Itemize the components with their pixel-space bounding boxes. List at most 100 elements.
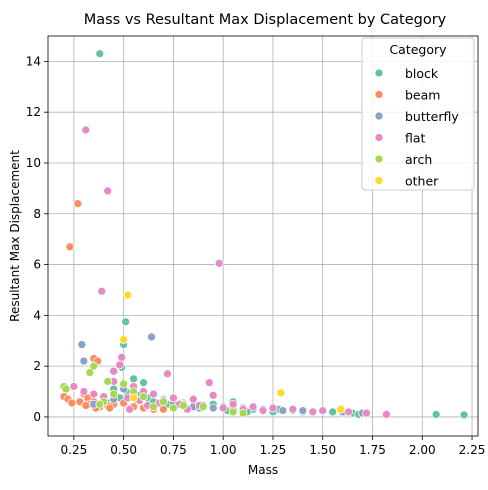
data-point-beam (65, 242, 75, 252)
legend-label-flat: flat (405, 131, 426, 146)
data-point-flat (258, 406, 268, 415)
data-points (59, 49, 469, 420)
y-tick-label: 0 (33, 410, 41, 424)
x-tick-label: 1.75 (359, 443, 386, 457)
data-point-arch (159, 397, 168, 407)
legend-marker-other (374, 176, 384, 185)
series-other (119, 290, 345, 414)
data-point-flat (117, 352, 127, 362)
x-tick-label: 1.50 (309, 443, 336, 457)
data-point-arch (139, 392, 148, 401)
y-axis-label: Resultant Max Displacement (8, 150, 22, 322)
data-point-flat (344, 407, 353, 417)
y-tick-label: 8 (33, 207, 41, 221)
data-point-block (129, 374, 138, 384)
data-point-block (431, 410, 441, 419)
data-point-flat (109, 366, 119, 376)
chart-title: Mass vs Resultant Max Displacement by Ca… (84, 12, 447, 28)
data-point-arch (179, 401, 188, 410)
data-point-flat (228, 399, 238, 409)
x-tick-label: 0.25 (61, 443, 88, 457)
data-point-block (328, 407, 338, 417)
data-point-block (139, 378, 148, 388)
data-point-other (336, 404, 345, 414)
data-point-flat (382, 410, 391, 419)
legend-marker-beam (374, 90, 384, 99)
data-point-block (121, 317, 130, 327)
legend: Category block beam butterfly flat arch other (361, 37, 475, 191)
data-point-arch (95, 399, 105, 409)
data-point-arch (149, 402, 158, 412)
data-point-butterfly (298, 406, 308, 415)
data-point-flat (115, 360, 125, 370)
y-tick-label: 2 (33, 359, 41, 373)
x-tick-label: 2.00 (409, 443, 436, 457)
data-point-arch (61, 384, 71, 394)
data-point-flat (69, 382, 79, 391)
legend-box (361, 37, 475, 191)
legend-label-beam: beam (405, 88, 440, 103)
y-tick-label: 14 (26, 54, 41, 68)
data-point-beam (67, 398, 77, 408)
data-point-flat (163, 369, 172, 379)
data-point-flat (318, 406, 328, 415)
data-point-flat (204, 378, 214, 388)
data-point-beam (81, 401, 91, 410)
data-point-arch (238, 408, 248, 418)
data-point-arch (228, 407, 238, 417)
data-point-arch (169, 403, 178, 413)
data-point-butterfly (208, 403, 218, 413)
data-point-flat (214, 258, 224, 268)
legend-marker-butterfly (374, 111, 384, 121)
data-point-arch (103, 377, 113, 386)
data-point-flat (89, 389, 99, 399)
y-tick-label: 6 (33, 258, 41, 272)
data-point-flat (362, 408, 371, 418)
legend-label-arch: arch (405, 152, 432, 167)
data-point-flat (125, 404, 134, 414)
data-point-butterfly (79, 356, 89, 366)
data-point-flat (208, 391, 218, 400)
legend-marker-flat (374, 133, 384, 142)
data-point-other (129, 393, 138, 403)
data-point-flat (97, 286, 107, 296)
legend-marker-arch (374, 154, 384, 164)
x-tick-label: 0.50 (110, 443, 137, 457)
data-point-butterfly (77, 340, 87, 349)
x-tick-label: 2.25 (459, 443, 486, 457)
data-point-other (119, 335, 128, 344)
data-point-arch (109, 389, 119, 399)
data-point-beam (73, 199, 83, 208)
x-axis-label: Mass (248, 463, 278, 477)
data-point-flat (308, 407, 318, 417)
data-point-arch (119, 379, 128, 389)
data-point-arch (198, 402, 208, 412)
data-point-flat (188, 394, 198, 404)
data-point-flat (288, 404, 298, 414)
series-flat (69, 125, 391, 419)
plot-frame (47, 35, 479, 437)
x-axis-ticks: 0.25 0.50 0.75 1.00 1.25 1.50 1.75 2.00 2.25 (61, 436, 486, 457)
legend-marker-block (374, 68, 384, 78)
legend-title: Category (389, 42, 447, 57)
data-point-arch (85, 368, 95, 377)
legend-label-block: block (405, 66, 439, 81)
y-tick-label: 4 (33, 308, 41, 322)
y-tick-label: 12 (26, 105, 41, 119)
data-point-butterfly (147, 332, 156, 342)
data-point-butterfly (278, 406, 288, 415)
data-point-arch (89, 361, 99, 371)
data-point-flat (149, 389, 158, 399)
data-point-beam (105, 403, 115, 413)
x-tick-label: 1.00 (210, 443, 237, 457)
data-point-flat (268, 403, 278, 413)
data-point-flat (103, 186, 113, 196)
data-point-other (123, 290, 132, 300)
data-point-block (459, 410, 469, 420)
data-point-flat (169, 393, 178, 403)
data-point-block (95, 49, 105, 59)
legend-label-butterfly: butterfly (405, 109, 459, 124)
series-arch (59, 361, 248, 418)
legend-label-other: other (405, 174, 439, 189)
